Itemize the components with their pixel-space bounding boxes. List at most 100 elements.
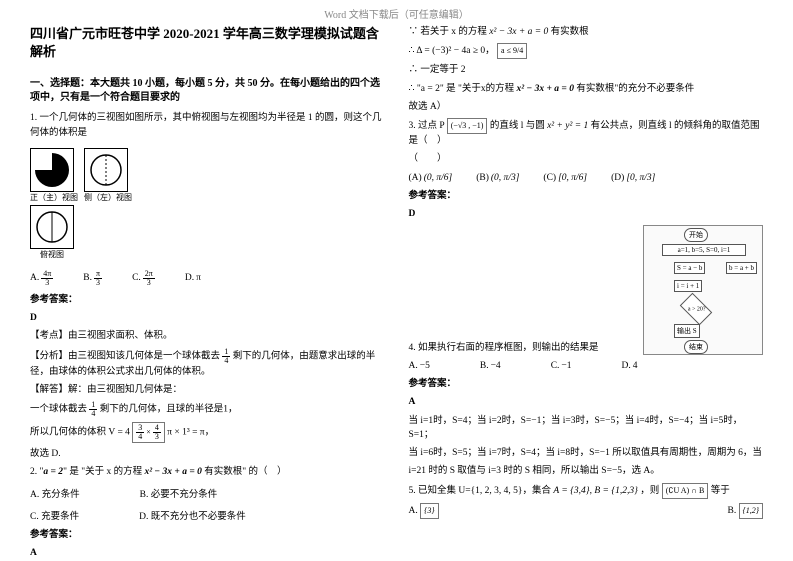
q5-set-b: B = {1,2,3} [594, 486, 638, 496]
paper-title: 四川省广元市旺苍中学 2020-2021 学年高三数学理模拟试题含解析 [30, 25, 385, 61]
lbl: (A) [409, 173, 422, 183]
q1-three-view-figure: 正（主）视图 侧（左）视图 [30, 148, 385, 260]
circle-dashed-icon [89, 153, 123, 187]
front-view-label: 正（主）视图 [30, 192, 78, 203]
q1-solve-3: 所以几何体的体积 V = 4 34 × 43 π × 1³ = π， [30, 422, 385, 443]
q3-circle: x² + y² = 1 [547, 121, 588, 131]
circle-split-icon [35, 210, 69, 244]
q3-stem: 3. 过点 P (−√3 , −1) 的直线 l 与圆 x² + y² = 1 … [409, 118, 764, 148]
r4eq: x² − 3x + a = 0 [517, 84, 574, 94]
fc-extra: b = a + b [726, 262, 757, 274]
q2-opts-row2: C. 充要条件 D. 既不充分也不必要条件 [30, 508, 385, 522]
q5-stem: 5. 已知全集 U={1, 2, 3, 4, 5}，集合 A = {3,4}, … [409, 483, 764, 499]
q1-option-d: D. π [185, 273, 201, 283]
solve-2b: 剩下的几何体，且球的半径是1， [100, 405, 238, 415]
r-line4: ∴ "a = 2" 是 "关于x的方程 x² − 3x + a = 0 有实数根… [409, 82, 764, 96]
fc-end: 结束 [684, 340, 708, 354]
frac-den: 4 [89, 410, 97, 418]
lbl: (C) [543, 173, 556, 183]
q2-opt-d: D. 既不充分也不必要条件 [139, 508, 246, 522]
q4-answer: A [409, 395, 764, 409]
r4a: ∴ "a = 2" 是 "关于x的方程 [409, 84, 517, 94]
top-view-label: 俯视图 [30, 249, 74, 260]
front-view-box [30, 148, 74, 192]
q3-options: (A)(0, π/6] (B)(0, π/3] (C)[0, π/6] (D)[… [409, 173, 764, 183]
frac-den: 3 [153, 433, 161, 441]
q1-option-c: C. 2π3 [132, 270, 155, 287]
lbl: A. [409, 506, 418, 516]
q4-row: 4. 如果执行右面的程序框图，则输出的结果是 开始 a=1, b=5, S=0,… [409, 225, 764, 355]
q4-sol-1: 当 i=1时，S=4；当 i=2时，S=−1；当 i=3时，S=−5；当 i=4… [409, 414, 764, 443]
q1-analysis: 【分析】由三视图知该几何体是一个球体截去 14 剩下的几何体，由题意求出球的半径… [30, 348, 385, 379]
q2-opt-c: C. 充要条件 [30, 508, 79, 522]
lbl: B. [480, 361, 489, 371]
q4-options: A. −5 B. −4 C. −1 D. 4 [409, 361, 764, 371]
r4b: 有实数根"的充分不必要条件 [574, 84, 694, 94]
side-view-label: 侧（左）视图 [84, 192, 132, 203]
frac-den: 3 [94, 279, 102, 287]
r1eq: x² − 3x + a = 0 [489, 27, 548, 37]
q4-stem: 4. 如果执行右面的程序框图，则输出的结果是 [409, 341, 638, 355]
val: 4 [633, 361, 638, 371]
q2-answer: A [30, 546, 385, 560]
q4-opt-d: D. 4 [622, 361, 638, 371]
header-note: Word 文档下载后（可任意编辑） [0, 0, 793, 25]
q2-c: 有实数根" 的（ ） [202, 467, 287, 477]
q5-set-a: A = {3,4} [553, 486, 589, 496]
q1-solve-2: 一个球体截去 14 剩下的几何体，且球的半径是1， [30, 401, 385, 418]
val: −4 [491, 361, 501, 371]
q3-answer-label: 参考答案： [409, 189, 764, 203]
q5-expr: (∁U A) ∩ B [662, 483, 709, 499]
q3-point-box: (−√3 , −1) [447, 118, 488, 134]
q5b: ，则 [640, 486, 659, 496]
opt-c-label: C. [132, 273, 141, 283]
opt-a-label: A. [30, 273, 39, 283]
q2-opt-a: A. 充分条件 [30, 486, 80, 500]
flowchart-figure: 开始 a=1, b=5, S=0, i=1 S = a − b b = a + … [643, 225, 763, 355]
q5-options: A. {3} B. {1,2} [409, 503, 764, 519]
frac-den: 3 [43, 279, 51, 287]
q5c: 等于 [711, 486, 730, 496]
fc-cond-text: a > 20? [683, 307, 711, 313]
r-line1: ∵ 若关于 x 的方程 x² − 3x + a = 0 有实数根 [409, 25, 764, 39]
val: (0, π/3] [491, 173, 520, 183]
pacman-icon [35, 153, 69, 187]
q4-opt-b: B. −4 [480, 361, 501, 371]
opt-d-label: D. [185, 273, 194, 283]
q2-a: 2. " [30, 467, 43, 477]
q2-stem: 2. "a = 2" 是 "关于 x 的方程 x² − 3x + a = 0 有… [30, 465, 385, 479]
q2-eq: a = 2 [43, 467, 63, 477]
lbl: B. [728, 506, 737, 516]
q2-answer-label: 参考答案： [30, 528, 385, 542]
val: [0, π/3] [626, 173, 655, 183]
q3-opt-b: (B)(0, π/3] [476, 173, 519, 183]
r2box: a ≤ 9/4 [497, 43, 527, 59]
solve-3-tail: π × 1³ = π， [167, 427, 214, 437]
q4-opt-a: A. −5 [409, 361, 430, 371]
q1-stem: 1. 一个几何体的三视图如图所示，其中俯视图与左视图均为半径是 1 的圆，则这个… [30, 111, 385, 140]
top-view-box [30, 205, 74, 249]
q3-opt-d: (D)[0, π/3] [611, 173, 655, 183]
lbl: A. [409, 361, 418, 371]
fc-out: 输出 S [674, 324, 700, 338]
val: {3} [420, 503, 438, 519]
times: × [146, 427, 151, 436]
q4-sol-2: 当 i=6时，S=5；当 i=7时，S=4；当 i=8时，S=−1 所以取值具有… [409, 446, 764, 460]
side-view-box [84, 148, 128, 192]
q4-answer-label: 参考答案： [409, 377, 764, 391]
r1tail: 有实数根 [551, 27, 589, 37]
q3-opt-c: (C)[0, π/6] [543, 173, 587, 183]
q3b: 的直线 l 与圆 [490, 121, 545, 131]
r-line3: ∴ 一定等于 2 [409, 63, 764, 77]
q1-option-b: B. π3 [83, 270, 102, 287]
right-column: ∵ 若关于 x 的方程 x² − 3x + a = 0 有实数根 ∴ Δ = (… [409, 25, 764, 560]
fc-init: a=1, b=5, S=0, i=1 [662, 244, 746, 256]
lbl: D. [622, 361, 631, 371]
r1a: ∵ 若关于 x 的方程 [409, 27, 487, 37]
q4-sol-3: i=21 时的 S 取值与 i=3 时的 S 相同，所以输出 S=−5，选 A。 [409, 464, 764, 478]
q1-point: 【考点】由三视图求面积、体积。 [30, 329, 385, 343]
section-1-heading: 一、选择题：本大题共 10 小题，每小题 5 分，共 50 分。在每小题给出的四… [30, 77, 385, 105]
page-columns: 四川省广元市旺苍中学 2020-2021 学年高三数学理模拟试题含解析 一、选择… [0, 25, 793, 560]
analysis-prefix: 【分析】由三视图知该几何体是一个球体截去 [30, 351, 220, 361]
q3-answer: D [409, 207, 764, 221]
